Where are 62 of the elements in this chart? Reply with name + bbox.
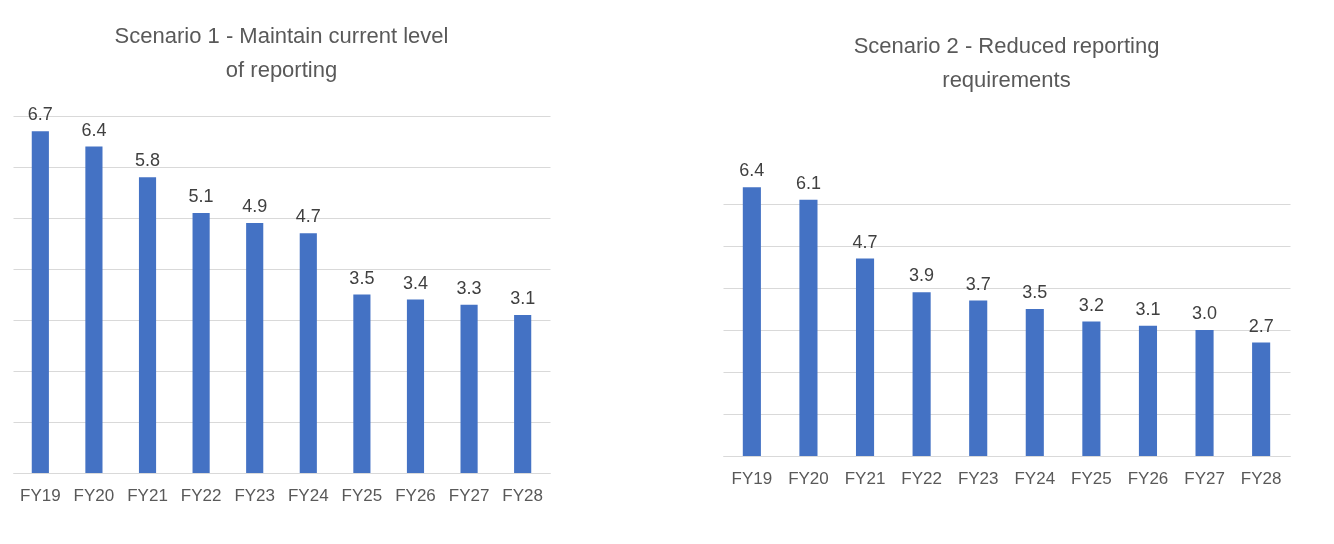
- data-label: 2.7: [1248, 315, 1274, 336]
- x-tick-label: FY22: [180, 485, 222, 505]
- data-label: 4.9: [242, 196, 268, 217]
- bar: [353, 294, 371, 473]
- data-label: 3.9: [909, 265, 935, 286]
- x-tick-label: FY20: [73, 485, 115, 505]
- data-label: 3.5: [1022, 282, 1048, 302]
- data-label: 6.7: [27, 104, 53, 125]
- bar: [460, 304, 478, 473]
- bar: [855, 258, 875, 456]
- x-tick-label: FY26: [1127, 468, 1169, 488]
- x-tick-label: FY20: [788, 468, 829, 488]
- data-label: 5.1: [188, 185, 214, 206]
- x-tick-label: FY24: [1014, 468, 1056, 488]
- bar: [1025, 309, 1044, 456]
- x-tick-label: FY23: [234, 485, 276, 505]
- bar: [969, 300, 988, 456]
- bar: [299, 233, 317, 473]
- x-tick-label: FY26: [395, 485, 436, 505]
- x-tick-label: FY21: [844, 468, 886, 488]
- data-label: 3.2: [1078, 294, 1104, 315]
- x-tick-label: FY27: [448, 485, 490, 505]
- data-label: 3.0: [1192, 303, 1218, 323]
- data-label: 3.5: [349, 267, 375, 288]
- x-tick-label: FY19: [20, 485, 61, 505]
- data-label: 3.4: [402, 272, 428, 293]
- data-label: 6.1: [795, 172, 821, 193]
- bar: [742, 187, 761, 456]
- bar: [138, 177, 157, 473]
- bar: [514, 314, 532, 473]
- bar: [1082, 321, 1101, 456]
- bar: [85, 146, 103, 473]
- x-tick-label: FY28: [502, 485, 543, 505]
- x-tick-label: FY25: [1071, 468, 1112, 488]
- x-tick-label: FY23: [957, 468, 999, 488]
- chart-title: Scenario 1 - Maintain current level of reporting: [114, 23, 449, 83]
- x-tick-label: FY22: [901, 468, 942, 488]
- bar: [31, 131, 49, 473]
- data-label: 3.3: [456, 277, 482, 298]
- bar: [246, 223, 264, 473]
- bar: [1252, 342, 1271, 456]
- bar: [1195, 330, 1214, 456]
- data-label: 6.4: [81, 119, 107, 140]
- bar: [799, 199, 818, 456]
- data-label: 6.4: [739, 160, 765, 181]
- data-label: 3.1: [510, 287, 536, 308]
- x-tick-label: FY24: [287, 485, 329, 505]
- x-tick-label: FY21: [127, 485, 168, 505]
- data-label: 5.8: [135, 150, 161, 171]
- x-tick-label: FY28: [1240, 468, 1282, 488]
- data-label: 3.1: [1135, 298, 1161, 319]
- data-label: 4.7: [295, 206, 321, 227]
- bar: [406, 299, 425, 473]
- x-tick-label: FY19: [731, 468, 773, 488]
- x-tick-label: FY25: [341, 485, 383, 505]
- bar: [1138, 325, 1158, 456]
- chart-title: Scenario 2 - Reduced reporting requirements: [853, 33, 1160, 93]
- bar: [912, 292, 931, 456]
- data-label: 4.7: [852, 231, 878, 252]
- bar: [192, 212, 210, 473]
- data-label: 3.7: [965, 273, 991, 294]
- x-tick-label: FY27: [1184, 468, 1225, 488]
